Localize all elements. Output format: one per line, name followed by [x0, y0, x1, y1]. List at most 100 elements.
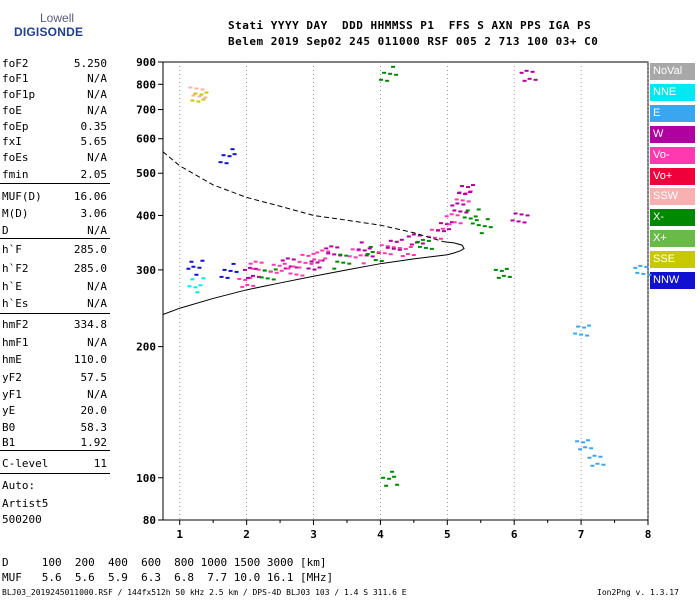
param-name: C-level: [2, 457, 49, 470]
muf-table-muf-row: MUF 5.6 5.6 5.9 6.3 6.8 7.7 10.0 16.1 [M…: [2, 571, 334, 584]
legend-item: X-: [650, 209, 695, 227]
echo-trace: [317, 266, 322, 269]
echo-trace: [248, 262, 253, 265]
x-tick-label: 6: [511, 528, 518, 541]
echo-trace: [461, 203, 466, 206]
x-tick-label: 5: [444, 528, 451, 541]
x-tick-label: 1: [176, 528, 183, 541]
echo-trace: [578, 448, 583, 451]
echo-trace: [426, 239, 431, 242]
echo-trace: [232, 153, 237, 156]
x-tick-label: 4: [377, 528, 384, 541]
echo-trace: [256, 275, 261, 278]
legend-item: E: [650, 104, 695, 122]
echo-trace: [288, 272, 293, 275]
echo-trace: [237, 277, 242, 280]
echo-cluster: [306, 259, 325, 271]
param-name: MUF(D): [2, 190, 42, 203]
echo-trace: [585, 334, 590, 337]
echo-cluster: [312, 249, 331, 262]
echo-trace: [522, 79, 527, 82]
echo-trace: [450, 204, 455, 207]
echo-trace: [458, 210, 463, 213]
echo-trace: [519, 213, 524, 216]
echo-trace: [504, 267, 509, 270]
echo-trace: [347, 255, 352, 258]
echo-trace: [320, 259, 325, 262]
echo-trace: [196, 100, 201, 103]
echo-trace: [250, 267, 255, 270]
echo-trace: [324, 247, 329, 250]
echo-trace: [231, 262, 236, 265]
echo-trace: [493, 268, 498, 271]
echo-trace: [288, 265, 293, 268]
echo-trace: [190, 99, 195, 102]
echo-trace: [379, 260, 384, 263]
echo-trace: [222, 268, 227, 271]
param-name: fmin: [2, 168, 29, 181]
echo-trace: [454, 198, 459, 201]
echo-cluster: [462, 208, 481, 225]
echo-trace: [370, 251, 375, 254]
echo-trace: [573, 332, 578, 335]
echo-trace: [420, 238, 425, 241]
echo-trace: [417, 234, 422, 237]
echo-trace: [394, 73, 399, 76]
echo-trace: [388, 239, 393, 242]
echo-trace: [353, 256, 358, 259]
echo-trace: [592, 454, 597, 457]
echo-trace: [291, 258, 296, 261]
echo-trace: [468, 191, 473, 194]
echo-trace: [332, 267, 337, 270]
echo-trace: [485, 218, 490, 221]
footer-file-info: BLJ03_2019245011000.RSF / 144fx512h 50 k…: [2, 588, 407, 597]
echo-trace: [201, 277, 206, 280]
echo-trace: [381, 476, 386, 479]
echo-trace: [326, 250, 331, 253]
y-tick-label: 400: [136, 209, 156, 222]
echo-trace: [247, 266, 252, 269]
echo-cluster: [587, 454, 606, 467]
echo-trace: [191, 265, 196, 268]
echo-trace: [452, 209, 457, 212]
echo-trace: [359, 241, 364, 244]
param-name: foEs: [2, 151, 29, 164]
echo-trace: [274, 271, 279, 274]
topside-profile-line: [162, 151, 445, 243]
echo-trace: [332, 253, 337, 256]
param-value: 58.3: [80, 421, 108, 434]
echo-trace: [245, 276, 250, 279]
header-values: Belem 2019 Sep02 245 011000 RSF 005 2 71…: [228, 35, 599, 48]
echo-trace: [365, 253, 370, 256]
plot-frame: [162, 61, 649, 521]
echo-trace: [230, 148, 235, 151]
echo-trace: [309, 260, 314, 263]
legend-item: X+: [650, 230, 695, 248]
echo-trace: [455, 202, 460, 205]
echo-trace: [259, 261, 264, 264]
param-value: N/A: [87, 72, 107, 85]
echo-trace: [524, 69, 529, 72]
echo-trace: [277, 264, 282, 267]
echo-trace: [482, 225, 487, 228]
echo-cluster: [397, 246, 416, 258]
echo-cluster: [259, 268, 278, 281]
echo-trace: [248, 276, 253, 279]
param-name: yF1: [2, 388, 22, 401]
echo-trace: [367, 247, 372, 250]
echo-trace: [379, 244, 384, 247]
echo-trace: [297, 260, 302, 263]
x-tick-label: 8: [645, 528, 652, 541]
param-value: N/A: [87, 104, 107, 117]
param-value: 57.5: [80, 371, 108, 384]
echo-cluster: [575, 439, 594, 451]
echo-trace: [187, 285, 192, 288]
auto-scaler-code: 500200: [2, 513, 42, 526]
echo-trace: [228, 269, 233, 272]
echo-trace: [364, 254, 369, 257]
echo-trace: [194, 273, 199, 276]
echo-trace: [234, 270, 239, 273]
echo-trace: [507, 275, 512, 278]
echo-trace: [601, 463, 606, 466]
echo-trace: [465, 209, 470, 212]
